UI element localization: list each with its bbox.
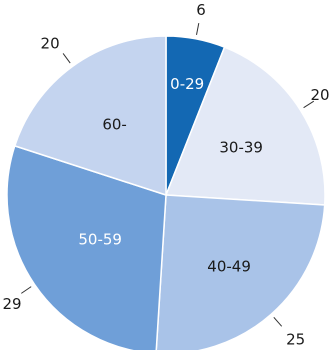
pie-slice-60- [13,35,167,197]
value-label: 20 [310,86,329,104]
value-label: 20 [41,35,60,53]
leader-line [196,23,200,35]
leader-line [62,53,71,64]
slice-labels: 0-29 30-39 40-49 50-59 60- [78,75,263,276]
leader-line [303,100,315,109]
slice-label: 50-59 [78,231,122,249]
leader-line [21,286,32,294]
slice-label: 30-39 [219,138,263,156]
pie-slices [6,35,326,350]
slice-label: 60- [102,115,127,133]
value-label: 29 [2,295,21,313]
value-labels: 6 20 25 29 20 [2,1,329,348]
pie-slice-50-59 [6,144,167,350]
pie-slice-30-39 [164,46,326,206]
pie-slice-40-49 [155,194,326,350]
slice-label: 0-29 [170,75,204,93]
leader-line [273,316,283,327]
leader-lines [21,23,315,327]
value-label: 25 [286,330,305,348]
value-label: 6 [196,1,206,19]
slice-label: 40-49 [207,258,251,276]
